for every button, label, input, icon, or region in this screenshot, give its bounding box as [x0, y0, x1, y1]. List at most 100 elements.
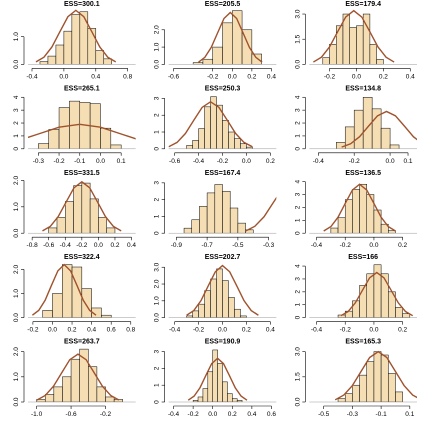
bar	[71, 14, 81, 65]
bar	[47, 55, 57, 65]
y-tick-label: 0	[294, 147, 301, 151]
x-tick-label: -0.5	[318, 411, 330, 418]
bar	[199, 206, 208, 234]
x-tick-label: 0.0	[242, 158, 251, 165]
density-curve	[187, 357, 248, 401]
x-tick-label: 0.2	[379, 73, 388, 80]
x-tick-label: 0.4	[406, 73, 415, 80]
bar	[198, 128, 205, 149]
x-tick-label: 0.8	[123, 73, 132, 80]
x-tick-label: -0.6	[43, 242, 55, 249]
x-tick-label: -0.6	[169, 158, 181, 165]
y-tick-label: 3	[294, 277, 301, 281]
bar	[192, 400, 199, 403]
x-tick-label: -0.7	[202, 242, 214, 249]
panel	[334, 350, 418, 403]
x-tick-label: -0.4	[60, 242, 72, 249]
bar	[330, 227, 339, 234]
x-tick-label: -0.2	[207, 73, 219, 80]
y-tick-label: 4	[294, 95, 301, 99]
x-tick-label: -0.2	[349, 158, 361, 165]
bar	[240, 315, 247, 318]
y-tick-label: 0.0	[154, 60, 161, 69]
bar	[380, 354, 389, 403]
x-tick-label: -0.4	[311, 242, 323, 249]
x-tick-label: 0.0	[386, 158, 395, 165]
bar	[352, 189, 360, 234]
density-curve	[186, 264, 259, 316]
bar	[373, 351, 382, 403]
bar	[232, 398, 238, 403]
x-tick-label: -0.4	[26, 73, 38, 80]
bar	[376, 59, 384, 65]
panel	[36, 348, 123, 403]
y-tick-label: 3	[154, 96, 161, 100]
y-tick-label: 0.0	[13, 397, 20, 406]
y-tick-label: 2	[154, 197, 161, 201]
chart-title: ESS=300.1	[64, 1, 100, 8]
bar	[322, 57, 330, 65]
bar	[366, 361, 375, 403]
density-curve	[168, 100, 253, 148]
panel	[168, 96, 253, 149]
y-tick-label: 2	[294, 290, 301, 294]
chart-title: ESS=250.3	[205, 85, 241, 92]
y-tick-label: 0.0	[154, 313, 161, 322]
bar	[42, 310, 53, 318]
bar	[79, 11, 89, 65]
bar	[197, 396, 204, 403]
bar	[186, 315, 193, 318]
y-tick-label: 0.0	[294, 397, 301, 406]
x-tick-label: 0.2	[247, 73, 256, 80]
panel	[28, 100, 136, 149]
y-tick-label: 3.0	[294, 9, 301, 18]
bar	[55, 44, 65, 65]
x-tick-label: 0.4	[247, 411, 256, 418]
x-tick-label: 0.0	[369, 327, 378, 334]
bar	[110, 144, 122, 149]
bar	[356, 25, 364, 65]
bar	[95, 50, 105, 65]
bar	[62, 376, 72, 403]
bar	[222, 280, 229, 318]
density-curve	[323, 183, 396, 232]
x-tick-label: 0.2	[398, 242, 407, 249]
y-tick-label: 2	[154, 113, 161, 117]
x-tick-label: 0.0	[228, 73, 237, 80]
bar	[388, 373, 396, 403]
x-tick-label: 0.8	[126, 327, 135, 334]
bar	[240, 143, 247, 149]
y-tick-label: 1	[13, 134, 20, 138]
x-tick-label: 0.0	[352, 73, 361, 80]
chart-title: ESS=263.7	[64, 339, 100, 346]
bar	[81, 288, 92, 318]
y-tick-label: 2.0	[13, 347, 20, 356]
bar	[198, 303, 205, 318]
x-tick-label: -1.0	[31, 411, 43, 418]
bar	[202, 388, 209, 403]
bar	[246, 146, 253, 149]
y-tick-label: 0	[154, 147, 161, 151]
y-tick-label: 1.0	[13, 202, 20, 211]
bar	[87, 28, 97, 65]
bar	[206, 192, 216, 234]
x-tick-label: 0.1	[117, 158, 126, 165]
x-tick-label: -0.4	[313, 158, 325, 165]
y-tick-label: 2.0	[154, 25, 161, 34]
y-tick-label: 0.0	[13, 313, 20, 322]
x-tick-label: 0.2	[68, 327, 77, 334]
x-tick-label: 0.6	[267, 411, 276, 418]
bar	[217, 363, 223, 403]
bar	[70, 358, 80, 403]
x-tick-label: -0.2	[324, 73, 336, 80]
y-tick-label: 2	[154, 366, 161, 370]
bar	[192, 310, 199, 318]
bar	[48, 227, 58, 234]
x-tick-label: 0.1	[405, 411, 414, 418]
bar	[63, 30, 73, 65]
x-tick-label: -0.3	[33, 158, 45, 165]
bar	[81, 182, 91, 234]
y-tick-label: 3	[294, 108, 301, 112]
bar	[395, 307, 403, 318]
bar	[191, 219, 200, 234]
